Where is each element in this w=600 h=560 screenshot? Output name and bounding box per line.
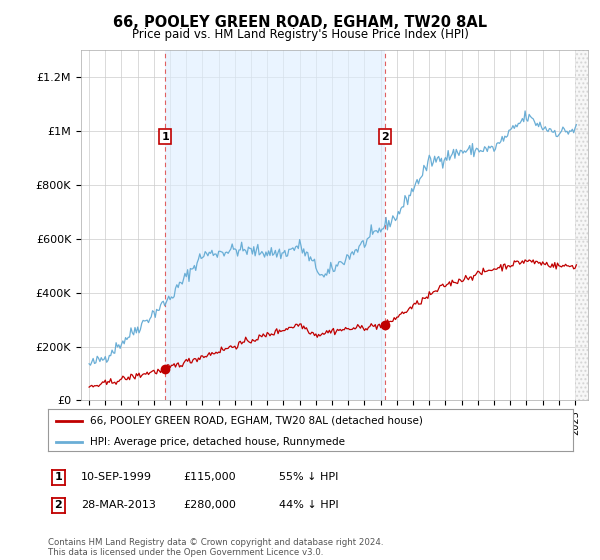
Text: 66, POOLEY GREEN ROAD, EGHAM, TW20 8AL: 66, POOLEY GREEN ROAD, EGHAM, TW20 8AL [113, 15, 487, 30]
Text: Contains HM Land Registry data © Crown copyright and database right 2024.
This d: Contains HM Land Registry data © Crown c… [48, 538, 383, 557]
Bar [575, 50, 600, 400]
Text: £115,000: £115,000 [183, 472, 236, 482]
Text: 10-SEP-1999: 10-SEP-1999 [81, 472, 152, 482]
Text: 2: 2 [381, 132, 389, 142]
Text: 44% ↓ HPI: 44% ↓ HPI [279, 500, 338, 510]
Text: £280,000: £280,000 [183, 500, 236, 510]
Text: 28-MAR-2013: 28-MAR-2013 [81, 500, 156, 510]
Text: 66, POOLEY GREEN ROAD, EGHAM, TW20 8AL (detached house): 66, POOLEY GREEN ROAD, EGHAM, TW20 8AL (… [90, 416, 423, 426]
Text: 55% ↓ HPI: 55% ↓ HPI [279, 472, 338, 482]
Text: 2: 2 [55, 500, 62, 510]
Text: 1: 1 [161, 132, 169, 142]
Text: 1: 1 [55, 472, 62, 482]
Text: HPI: Average price, detached house, Runnymede: HPI: Average price, detached house, Runn… [90, 437, 345, 446]
Text: Price paid vs. HM Land Registry's House Price Index (HPI): Price paid vs. HM Land Registry's House … [131, 28, 469, 41]
Bar [166, 50, 385, 400]
